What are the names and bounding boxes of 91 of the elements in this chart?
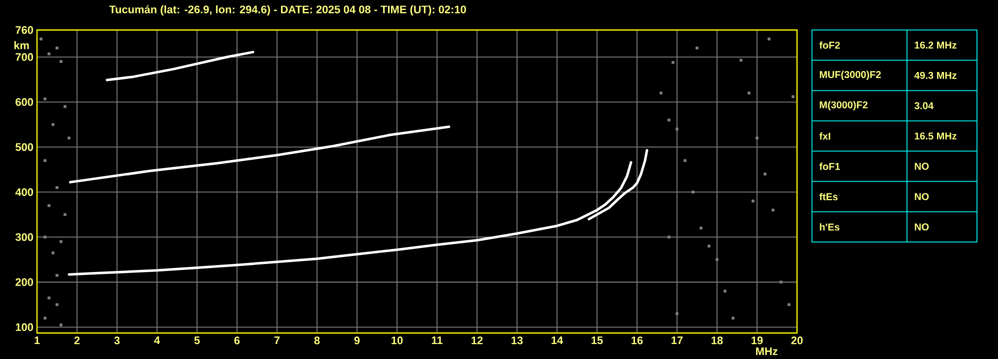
x-tick-label: 6 <box>234 336 240 344</box>
text: foF2 <box>819 41 840 49</box>
x-tick-label: 9 <box>354 336 360 344</box>
line-series <box>106 50 254 82</box>
point <box>764 172 766 176</box>
x-tick-label: 16 <box>632 336 643 344</box>
point <box>752 200 754 202</box>
x-tick-label: 20 <box>791 336 803 344</box>
point <box>660 92 662 94</box>
text: fxI <box>819 132 830 140</box>
point <box>748 92 750 94</box>
point <box>792 95 794 98</box>
x-tick-label: 12 <box>472 336 483 344</box>
text: M(3000)F2 <box>820 101 868 110</box>
x-tick-label: 13 <box>512 336 523 344</box>
x-tick-label: 10 <box>392 336 403 344</box>
point <box>700 226 702 230</box>
point <box>60 323 62 326</box>
y-tick-label: 700 <box>16 53 34 61</box>
x-tick-label: 17 <box>672 336 683 344</box>
point <box>60 60 62 63</box>
point <box>696 46 698 50</box>
x-tick-label: 15 <box>592 336 603 344</box>
point <box>44 97 46 100</box>
point <box>60 240 62 244</box>
point <box>768 38 770 40</box>
x-tick-label: 5 <box>194 336 200 344</box>
y-tick-label: 300 <box>15 233 34 241</box>
point <box>56 274 58 277</box>
point <box>668 236 670 239</box>
text: ftEs <box>819 192 838 200</box>
point <box>676 128 678 130</box>
x-tick-label: 1 <box>34 336 40 344</box>
text: foF1 <box>819 162 840 170</box>
text: MUF(3000)F2 <box>820 70 881 80</box>
point <box>56 303 58 306</box>
x-tick-label: 4 <box>154 336 160 344</box>
x-tick-label: 14 <box>552 336 564 344</box>
point <box>56 186 58 189</box>
text: NO <box>914 162 929 170</box>
point <box>676 312 678 316</box>
x-tick-label: 18 <box>712 336 723 344</box>
point <box>716 258 718 262</box>
point <box>56 46 58 50</box>
point <box>724 290 726 293</box>
point <box>40 38 42 40</box>
x-tick-label: 3 <box>114 336 120 344</box>
x-tick-label: 11 <box>432 336 442 344</box>
x-tick-label: 8 <box>314 336 320 344</box>
text: 3.04 <box>914 102 934 110</box>
point <box>48 52 50 56</box>
point <box>708 244 710 248</box>
point <box>668 118 670 122</box>
point <box>684 159 686 162</box>
point <box>740 58 742 62</box>
point <box>672 61 674 64</box>
x-tick-label: 19 <box>752 336 763 344</box>
point <box>64 213 66 216</box>
point <box>44 316 46 320</box>
y-tick-label: 100 <box>16 323 34 332</box>
y-tick-label: 600 <box>16 98 34 106</box>
point <box>52 251 54 254</box>
y-tick-label: 760 <box>16 26 34 34</box>
text: 16.2 MHz <box>914 42 956 49</box>
point <box>692 190 694 194</box>
text: NO <box>914 193 929 200</box>
y-tick-label: 500 <box>16 143 34 151</box>
text: 49.3 MHz <box>914 72 956 79</box>
point <box>772 208 774 212</box>
text: 16.5 MHz <box>914 132 956 140</box>
point <box>48 296 50 300</box>
point <box>64 105 66 108</box>
point <box>44 159 46 162</box>
x-tick-label: 2 <box>74 336 80 344</box>
point <box>732 316 734 320</box>
y-axis-title: km <box>14 41 29 50</box>
x-tick-label: 7 <box>274 336 280 344</box>
point <box>780 280 782 284</box>
line-series <box>68 126 450 184</box>
y-tick-label: 200 <box>16 278 34 286</box>
text: NO <box>914 223 929 230</box>
x-axis-title: MHz <box>756 348 778 356</box>
point <box>52 123 54 126</box>
y-tick-label: 400 <box>15 188 34 196</box>
point <box>788 303 790 306</box>
point <box>68 136 70 140</box>
point <box>48 204 50 207</box>
point <box>756 136 758 140</box>
point <box>44 236 46 239</box>
text: h'Es <box>820 223 840 231</box>
chart-title: Tucumán (lat: -26.9, lon: 294.6) - DATE: 2025 04 08 - TIME (UT): 02:10 <box>109 5 466 16</box>
